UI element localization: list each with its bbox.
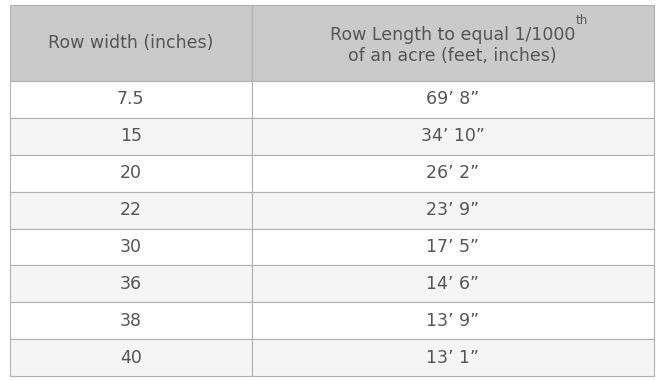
Bar (252, 5, 654, 81)
Text: 22: 22 (120, 201, 141, 219)
Bar (252, 266, 654, 302)
Text: Row Length to equal 1/1000: Row Length to equal 1/1000 (330, 26, 576, 44)
Bar (252, 155, 654, 192)
Text: 17’ 5”: 17’ 5” (426, 238, 479, 256)
Bar (252, 229, 654, 266)
Text: 36: 36 (120, 275, 142, 293)
Bar (10, 81, 252, 118)
Text: Row width (inches): Row width (inches) (48, 34, 213, 52)
Bar (10, 155, 252, 192)
Text: 40: 40 (120, 349, 141, 367)
Bar (10, 339, 252, 376)
Bar (10, 192, 252, 229)
Text: th: th (576, 14, 588, 27)
Text: of an acre (feet, inches): of an acre (feet, inches) (349, 47, 557, 65)
Text: 30: 30 (120, 238, 141, 256)
Bar (252, 118, 654, 155)
Text: 13’ 1”: 13’ 1” (426, 349, 479, 367)
Text: 69’ 8”: 69’ 8” (426, 91, 479, 109)
Text: 14’ 6”: 14’ 6” (426, 275, 479, 293)
Text: 38: 38 (120, 312, 141, 330)
Bar (252, 81, 654, 118)
Bar (10, 5, 252, 81)
Bar (252, 339, 654, 376)
Bar (252, 192, 654, 229)
Text: 7.5: 7.5 (117, 91, 145, 109)
Bar (252, 302, 654, 339)
Bar (10, 118, 252, 155)
Bar (10, 302, 252, 339)
Text: 20: 20 (120, 164, 141, 182)
Bar (10, 266, 252, 302)
Text: 15: 15 (120, 127, 141, 146)
Text: 23’ 9”: 23’ 9” (426, 201, 479, 219)
Text: 13’ 9”: 13’ 9” (426, 312, 479, 330)
Bar (10, 229, 252, 266)
Text: 34’ 10”: 34’ 10” (421, 127, 485, 146)
Text: 26’ 2”: 26’ 2” (426, 164, 479, 182)
